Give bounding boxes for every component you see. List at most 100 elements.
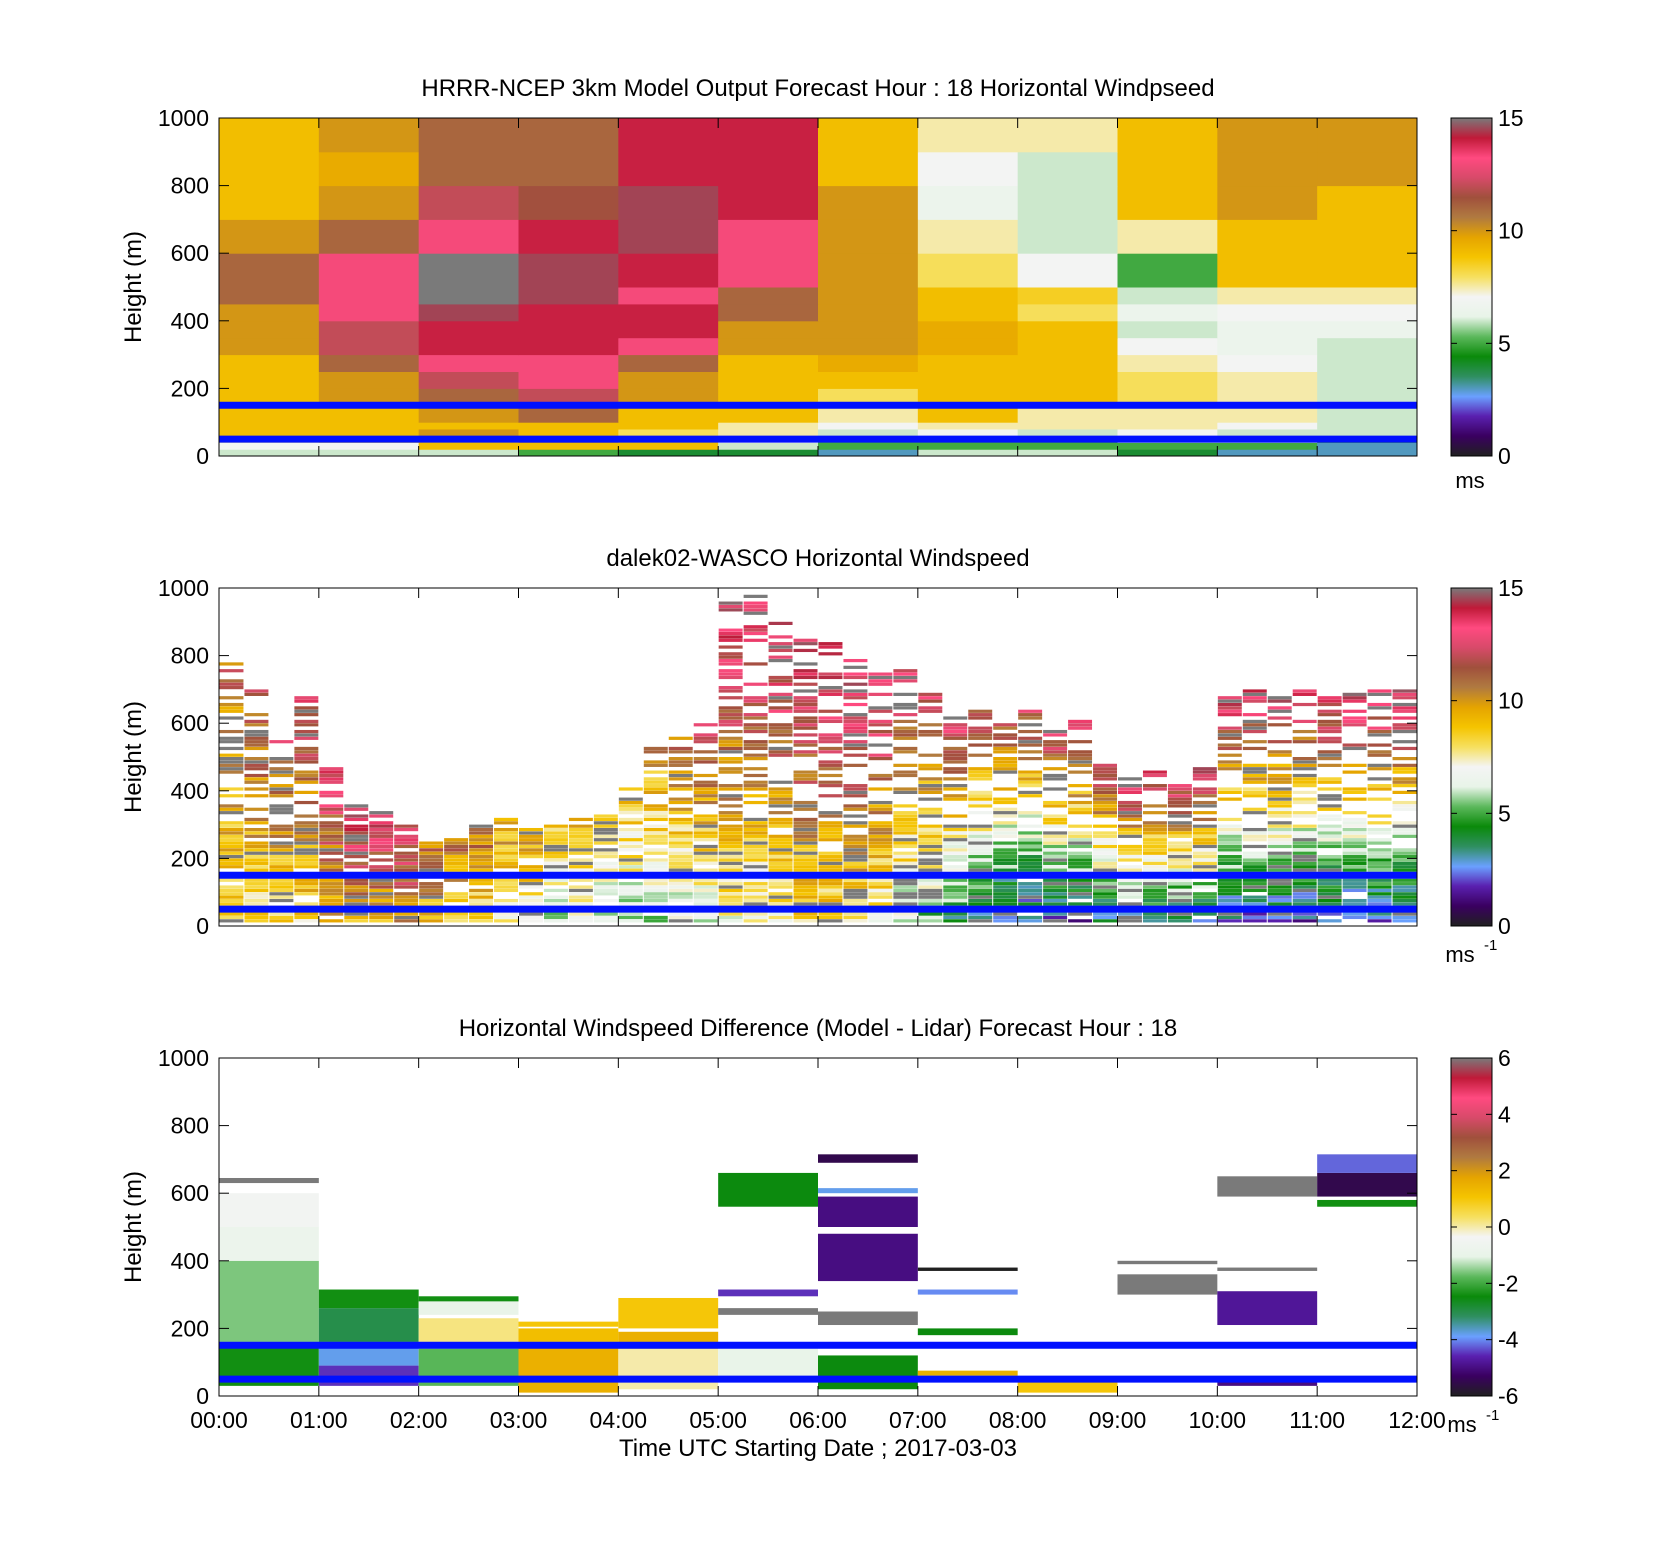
heatmap-cell	[418, 185, 519, 220]
heatmap-cell	[269, 868, 294, 872]
heatmap-cell	[369, 865, 394, 869]
heatmap-cell	[244, 807, 269, 811]
heatmap-cell	[743, 682, 768, 686]
heatmap-cell	[918, 882, 943, 886]
heatmap-cell	[818, 892, 843, 896]
heatmap-cell	[768, 692, 793, 696]
heatmap-cell	[469, 844, 494, 849]
heatmap-cell	[568, 898, 593, 903]
heatmap-cell	[318, 118, 420, 153]
heatmap-cell	[1392, 851, 1417, 855]
heatmap-cell	[1392, 882, 1417, 886]
heatmap-cell	[1167, 912, 1192, 916]
heatmap-cell	[818, 151, 919, 187]
heatmap-cell	[868, 706, 893, 710]
heatmap-cell	[668, 773, 693, 778]
heatmap-cell	[1017, 303, 1118, 322]
heatmap-cell	[244, 780, 269, 784]
heatmap-cell	[668, 919, 693, 923]
heatmap-cell	[294, 790, 319, 794]
heatmap-cell	[1292, 892, 1317, 896]
heatmap-cell	[219, 185, 320, 220]
heatmap-cell	[1317, 1154, 1417, 1173]
heatmap-cell	[618, 303, 719, 322]
heatmap-cell	[1017, 449, 1118, 456]
heatmap-cell	[1017, 442, 1118, 450]
heatmap-cell	[843, 723, 868, 727]
heatmap-cell	[518, 422, 619, 430]
heatmap-cell	[1118, 868, 1142, 872]
heatmap-cell	[543, 915, 568, 920]
heatmap-cell	[1093, 868, 1117, 872]
heatmap-cell	[768, 696, 793, 700]
heatmap-cell	[993, 736, 1018, 740]
heatmap-cell	[294, 719, 319, 724]
heatmap-cell	[494, 865, 518, 869]
heatmap-cell	[693, 898, 718, 903]
heatmap-cell	[369, 895, 394, 899]
heatmap-cell	[718, 892, 743, 896]
heatmap-cell	[618, 787, 643, 791]
heatmap-cell	[1292, 780, 1317, 784]
heatmap-cell	[568, 817, 593, 822]
heatmap-cell	[419, 855, 444, 859]
heatmap-cell	[818, 1355, 918, 1390]
heatmap-cell	[244, 723, 269, 727]
heatmap-cell	[494, 848, 518, 852]
heatmap-cell	[793, 726, 818, 730]
heatmap-cell	[568, 861, 593, 865]
heatmap-cell	[843, 915, 868, 920]
heatmap-cell	[1392, 777, 1417, 781]
heatmap-cell	[918, 915, 943, 920]
heatmap-cell	[868, 882, 893, 886]
heatmap-cell	[917, 185, 1019, 220]
heatmap-cell	[643, 868, 668, 872]
heatmap-cell	[1267, 919, 1292, 923]
heatmap-cell	[943, 757, 968, 761]
heatmap-cell	[718, 672, 743, 676]
heatmap-cell	[1267, 858, 1292, 862]
heatmap-cell	[1267, 831, 1292, 835]
heatmap-cell	[543, 902, 568, 906]
heatmap-cell	[1192, 902, 1217, 906]
heatmap-cell	[718, 719, 743, 724]
heatmap-cell	[743, 713, 768, 717]
heatmap-cell	[843, 919, 868, 923]
heatmap-cell	[219, 787, 244, 791]
heatmap-cell	[519, 844, 543, 849]
heatmap-cell	[618, 337, 719, 356]
heatmap-cell	[1117, 422, 1218, 430]
heatmap-cell	[294, 753, 319, 757]
heatmap-cell	[868, 723, 893, 727]
heatmap-cell	[318, 320, 420, 339]
heatmap-cell	[718, 689, 743, 693]
heatmap-cell	[1392, 895, 1417, 899]
heatmap-cell	[1167, 865, 1192, 869]
heatmap-cell	[1392, 729, 1417, 734]
heatmap-cell	[1267, 861, 1292, 865]
heatmap-cell	[918, 696, 943, 700]
ytick-label: 800	[171, 643, 209, 669]
heatmap-cell	[668, 895, 693, 899]
heatmap-cell	[1043, 787, 1068, 791]
heatmap-cell	[1118, 848, 1142, 852]
heatmap-cell	[768, 658, 793, 663]
heatmap-cell	[469, 912, 494, 916]
heatmap-cell	[1167, 844, 1192, 849]
heatmap-cell	[1142, 804, 1167, 808]
heatmap-cell	[968, 882, 993, 886]
heatmap-cell	[1392, 878, 1417, 882]
heatmap-cell	[968, 919, 993, 923]
heatmap-cell	[918, 824, 943, 828]
heatmap-cell	[718, 817, 743, 822]
heatmap-cell	[868, 868, 893, 872]
heatmap-cell	[1242, 699, 1267, 703]
heatmap-cell	[693, 736, 718, 740]
heatmap-cell	[668, 787, 693, 791]
ytick-label: 400	[171, 1248, 209, 1274]
heatmap-cell	[918, 709, 943, 713]
heatmap-cell	[1342, 709, 1367, 713]
heatmap-cell	[917, 422, 1019, 430]
